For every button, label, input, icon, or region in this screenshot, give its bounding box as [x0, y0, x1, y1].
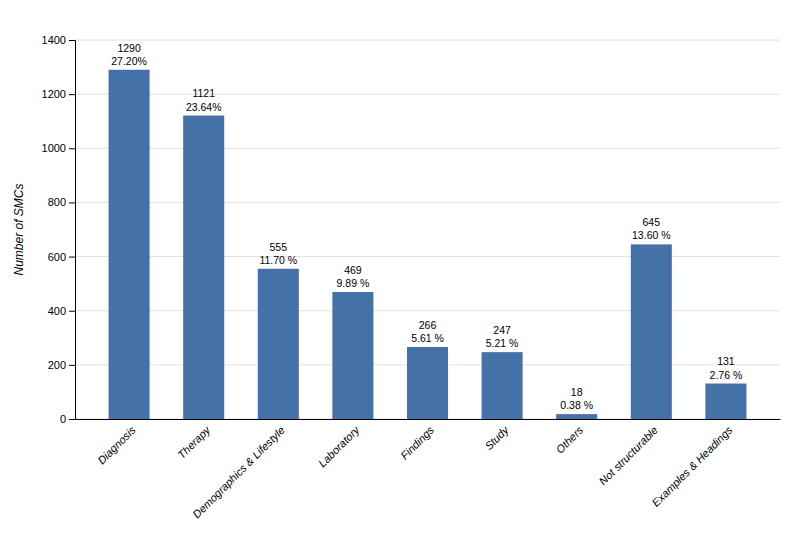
grid-line — [75, 256, 780, 257]
x-tick: Not structurable — [597, 424, 660, 487]
data-label-percentage: 13.60 % — [632, 229, 671, 241]
y-axis-title: Number of SMCs — [12, 183, 26, 275]
plot: 0 200 400 600 800 1000 1200 1400 Diagnosis Therap… — [12, 34, 781, 520]
data-label-count: 18 — [571, 386, 583, 398]
bar — [183, 116, 224, 419]
x-tick-label: Therapy — [175, 423, 213, 461]
bar — [258, 269, 299, 419]
y-tick-mark — [69, 365, 75, 366]
y-tick: 600 — [48, 251, 75, 263]
x-tick: Others — [554, 423, 586, 455]
y-tick-label: 200 — [48, 359, 66, 371]
y-tick-mark — [69, 94, 75, 95]
data-label: 129027.20% — [111, 42, 147, 67]
y-tick-label: 400 — [48, 305, 66, 317]
y-axis: 0 200 400 600 800 1000 1200 1400 — [42, 34, 76, 425]
x-tick-label: Diagnosis — [95, 423, 138, 466]
y-tick-label: 1400 — [42, 34, 66, 46]
grid-line — [75, 310, 780, 311]
data-label: 131 2.76 % — [710, 355, 743, 380]
y-tick: 800 — [48, 196, 75, 208]
y-tick-label: 1000 — [42, 142, 66, 154]
data-label: 2475.21 % — [486, 324, 519, 349]
y-tick-mark — [69, 40, 75, 41]
bar — [556, 414, 597, 419]
x-tick: Therapy — [175, 423, 213, 461]
y-tick-label: 1200 — [42, 88, 66, 100]
x-axis: Diagnosis TherapyDemographics & Lifestyle… — [76, 420, 781, 521]
x-tick-label: Examples & Headings — [650, 423, 735, 508]
x-tick: Diagnosis — [95, 423, 138, 466]
bar — [705, 384, 746, 419]
data-label-percentage: 27.20% — [111, 55, 147, 67]
grid-line — [75, 40, 780, 41]
x-tick: Study — [482, 423, 511, 452]
data-label-count: 469 — [344, 264, 362, 276]
bar — [407, 347, 448, 419]
data-label-count: 247 — [493, 324, 511, 336]
grid — [75, 40, 780, 419]
data-label-count: 1290 — [117, 42, 141, 54]
bars — [109, 70, 747, 419]
x-tick-label: Not structurable — [597, 424, 660, 487]
grid-line — [75, 202, 780, 203]
y-tick: 400 — [48, 305, 75, 317]
y-tick-mark — [69, 148, 75, 149]
data-label-percentage: 0.38 % — [560, 399, 593, 411]
bar — [332, 292, 373, 419]
bar — [482, 352, 523, 419]
x-tick: Laboratory — [316, 423, 363, 470]
data-label-percentage: 23.64% — [186, 101, 222, 113]
data-label-percentage: 5.61 % — [411, 332, 444, 344]
y-tick: 200 — [48, 359, 75, 371]
y-tick-label: 800 — [48, 196, 66, 208]
y-tick: 1000 — [42, 142, 75, 154]
data-label-count: 131 — [717, 355, 735, 367]
data-label-percentage: 5.21 % — [486, 337, 519, 349]
y-tick-label: 600 — [48, 251, 66, 263]
x-tick: Findings — [398, 423, 436, 461]
x-axis-line — [76, 419, 781, 420]
grid-line — [75, 148, 780, 149]
y-tick-label: 0 — [60, 413, 66, 425]
x-tick-label: Others — [554, 423, 586, 455]
y-tick-mark — [69, 419, 75, 420]
data-label-count: 555 — [270, 241, 288, 253]
x-tick-label: Study — [482, 423, 511, 452]
y-tick-mark — [69, 257, 75, 258]
y-tick-mark — [69, 311, 75, 312]
data-label: 4699.89 % — [337, 264, 370, 289]
y-tick-mark — [69, 202, 75, 203]
bar — [631, 244, 672, 419]
data-label-count: 1121 — [192, 87, 215, 99]
data-label-percentage: 2.76 % — [710, 369, 743, 381]
bar — [109, 70, 150, 419]
data-label-percentage: 11.70 % — [259, 254, 297, 266]
y-axis-line — [69, 41, 76, 420]
y-tick: 1200 — [42, 88, 75, 100]
data-label-count: 645 — [643, 216, 661, 228]
chart: 0 200 400 600 800 1000 1200 1400 Diagnosis Therap… — [0, 0, 800, 559]
data-label: 64513.60 % — [632, 216, 671, 241]
x-tick: Examples & Headings — [650, 423, 735, 508]
x-tick: Demographics & Lifestyle — [190, 424, 287, 521]
x-tick-label: Laboratory — [316, 423, 363, 470]
x-tick-label: Findings — [398, 423, 436, 461]
y-tick: 0 — [60, 413, 75, 425]
grid-line — [75, 94, 780, 95]
data-label: 1121 23.64% — [186, 87, 222, 112]
data-label-count: 266 — [419, 319, 437, 331]
data-labels: 129027.20% 1121 23.64% 55511.70 % 4699.89 % 2… — [111, 42, 742, 411]
data-label: 55511.70 % — [259, 241, 297, 266]
data-label: 180.38 % — [560, 386, 593, 411]
data-label-percentage: 9.89 % — [337, 277, 370, 289]
data-label: 2665.61 % — [411, 319, 444, 344]
y-tick: 1400 — [42, 34, 75, 46]
x-tick-label: Demographics & Lifestyle — [190, 424, 287, 521]
